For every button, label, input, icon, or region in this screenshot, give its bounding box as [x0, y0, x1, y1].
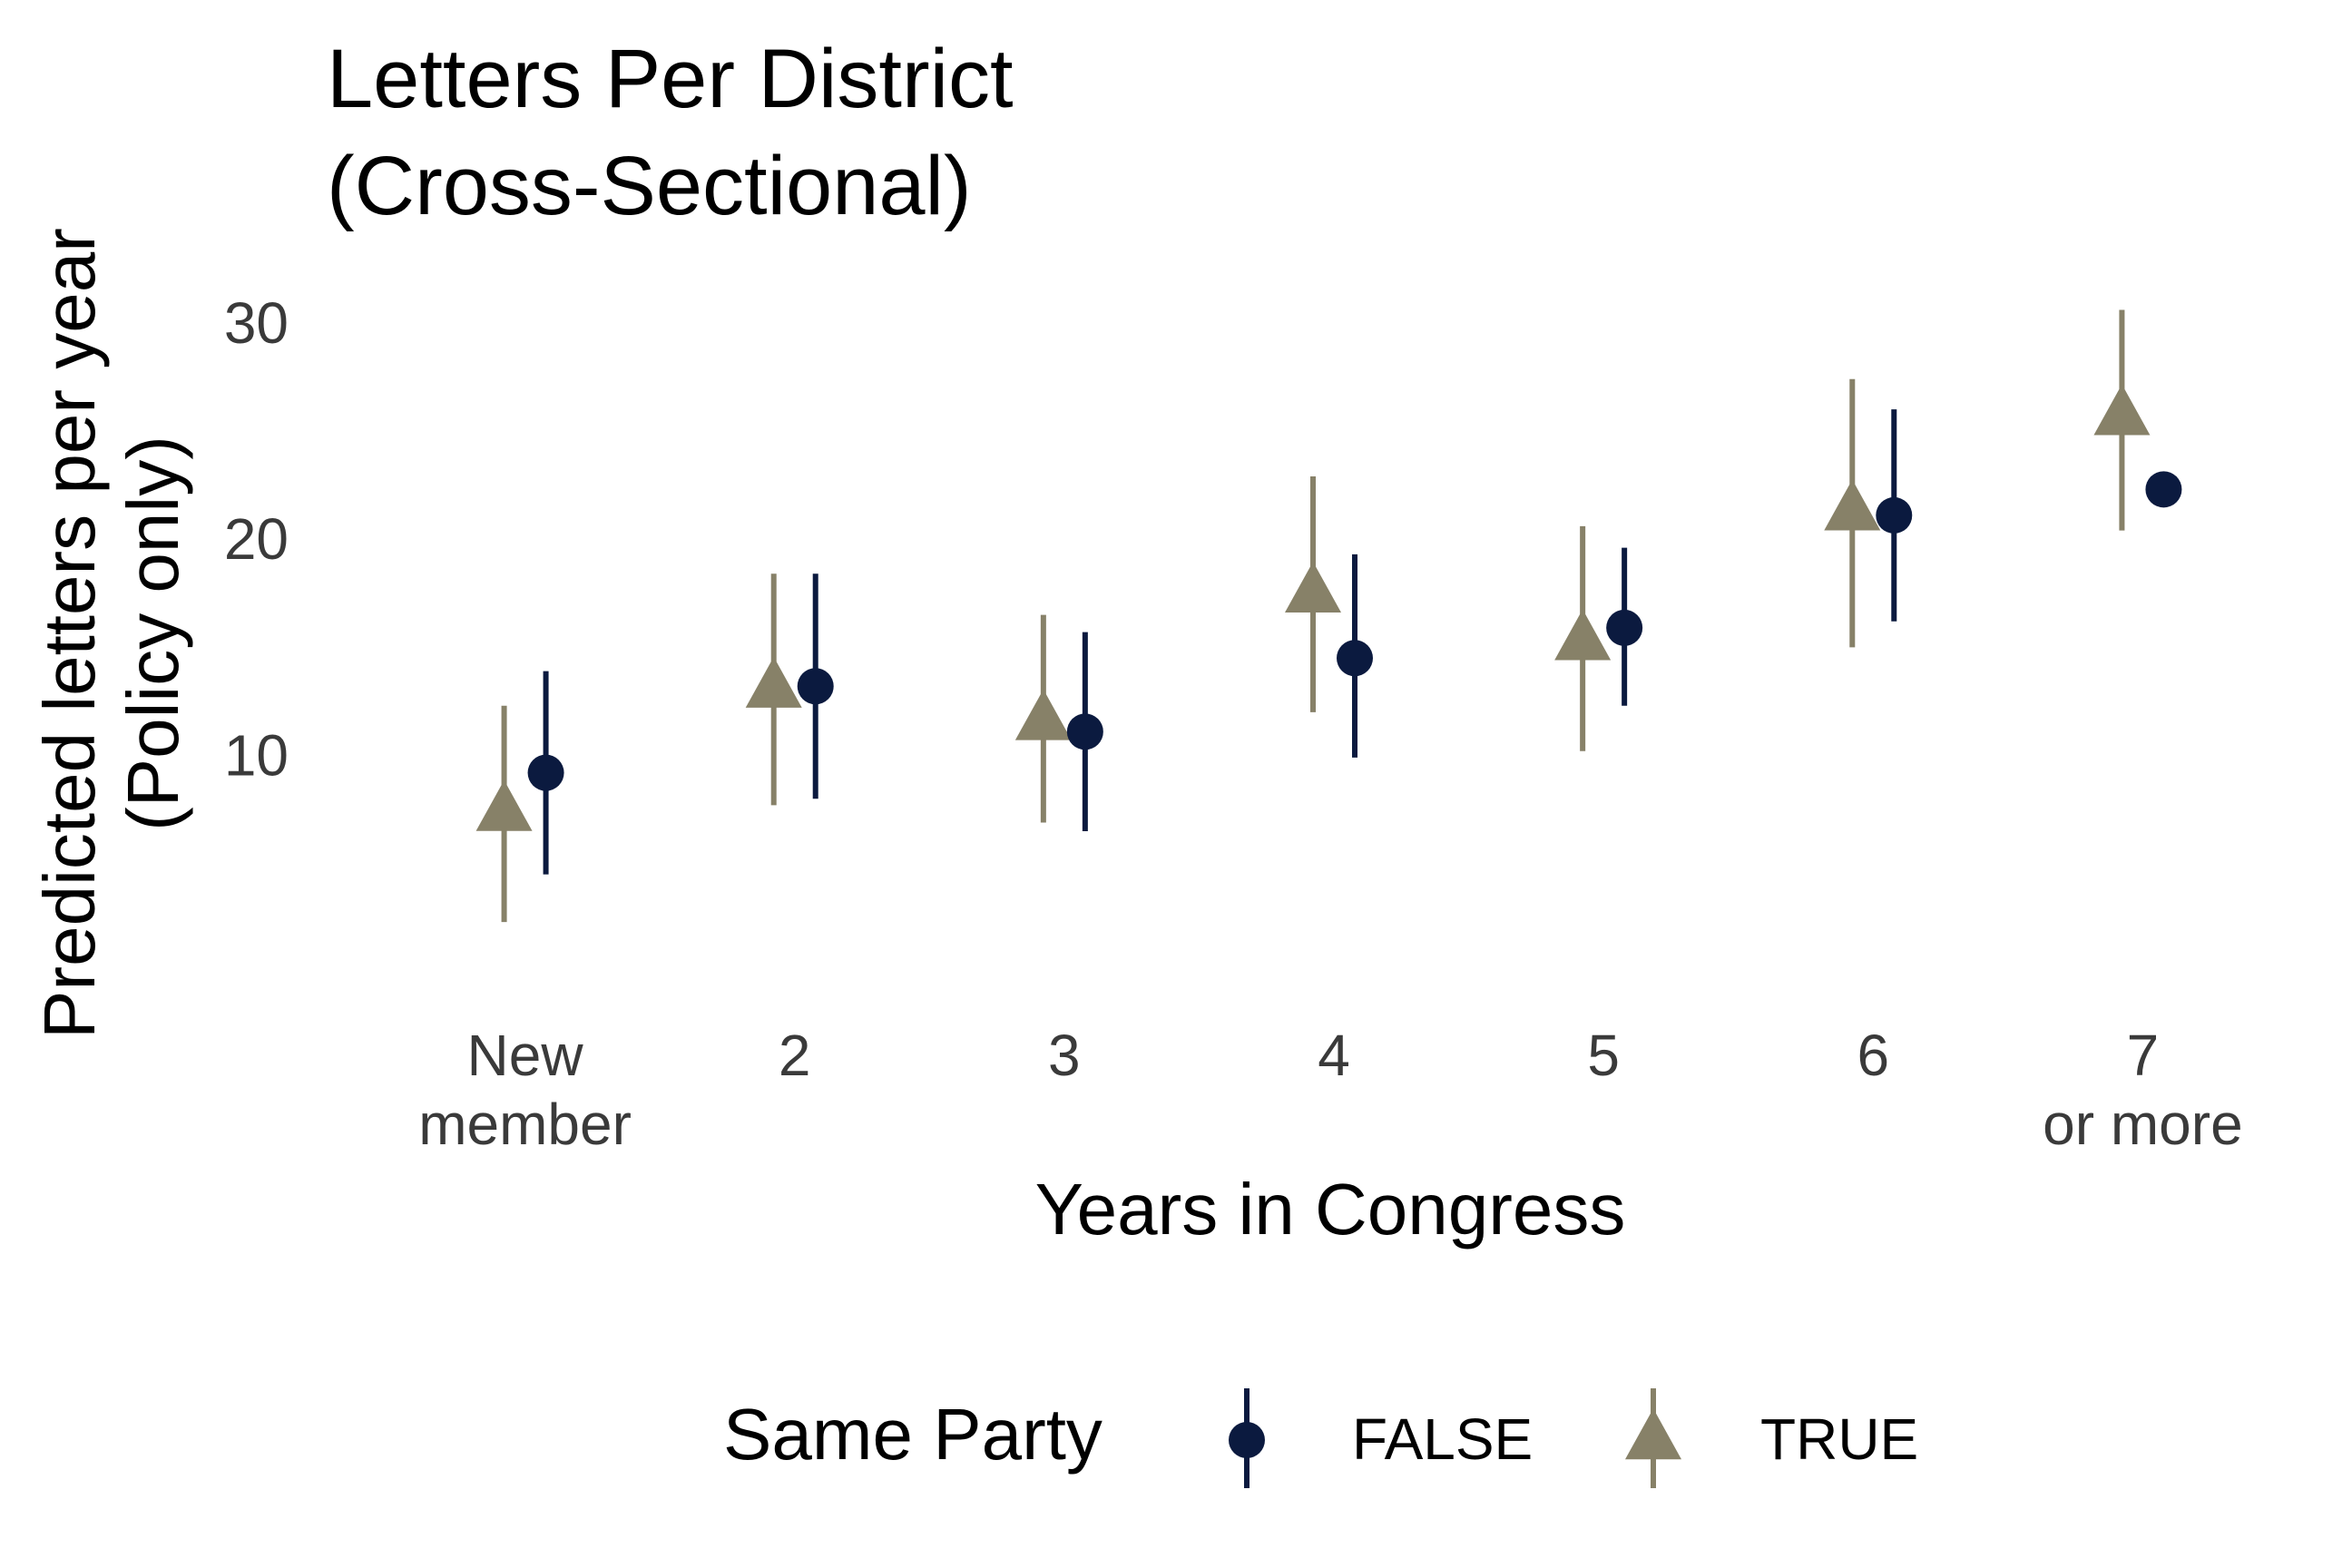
- x-tick-label-line: 6: [1857, 1023, 1889, 1088]
- legend-triangle-icon: [1625, 1408, 1681, 1460]
- y-axis-ticks: 10 20 30: [224, 290, 289, 789]
- x-tick-label-line: 7: [2127, 1023, 2160, 1088]
- data-point: [1876, 496, 1913, 534]
- x-tick-label: 2: [779, 1023, 811, 1088]
- legend-label: FALSE: [1352, 1406, 1533, 1472]
- chart-title: Letters Per District (Cross-Sectional): [327, 33, 1014, 232]
- x-tick-label-line: 4: [1318, 1023, 1350, 1088]
- chart-title-line-2: (Cross-Sectional): [327, 140, 972, 232]
- x-axis-title: Years in Congress: [1035, 1169, 1626, 1250]
- y-axis-title-line-2: (Policy only): [113, 436, 193, 831]
- data-point: [2145, 471, 2182, 508]
- legend-title: Same Party: [723, 1394, 1102, 1475]
- data-point: [527, 754, 564, 791]
- x-tick-label-line: member: [418, 1092, 632, 1157]
- x-tick-label: 5: [1587, 1023, 1620, 1088]
- legend-keys: FALSE TRUE: [1229, 1388, 1918, 1488]
- x-tick-label-line: 2: [779, 1023, 811, 1088]
- legend-label: TRUE: [1760, 1406, 1918, 1472]
- legend: Same Party FALSE TRUE: [723, 1388, 1918, 1488]
- y-axis-title-line-1: Predicted letters per year: [29, 228, 110, 1039]
- x-tick-label: 3: [1048, 1023, 1081, 1088]
- legend-circle-icon: [1229, 1422, 1265, 1458]
- data-point: [1066, 713, 1103, 750]
- y-tick-label: 10: [224, 723, 289, 789]
- data-point: [1554, 609, 1612, 661]
- series-true: [475, 309, 2151, 923]
- data-point: [1285, 562, 1341, 613]
- data-point: [2093, 384, 2151, 436]
- data-point: [475, 779, 533, 831]
- y-axis-title: Predicted letters per year (Policy only): [29, 228, 193, 1039]
- data-point: [745, 656, 802, 708]
- y-tick-label: 20: [224, 506, 289, 572]
- legend-item-false: FALSE: [1229, 1388, 1533, 1488]
- chart-title-line-1: Letters Per District: [327, 33, 1014, 125]
- x-tick-label-line: or more: [2043, 1092, 2243, 1157]
- y-tick-label: 30: [224, 290, 289, 356]
- x-tick-label-line: 5: [1587, 1023, 1620, 1088]
- data-point: [1014, 689, 1072, 740]
- x-tick-label-line: 3: [1048, 1023, 1081, 1088]
- x-tick-label: 7or more: [2043, 1023, 2243, 1157]
- legend-item-true: TRUE: [1625, 1388, 1918, 1488]
- data-point: [1824, 479, 1881, 531]
- x-tick-label: 6: [1857, 1023, 1889, 1088]
- x-tick-label-line: New: [467, 1023, 584, 1088]
- plot-area: [475, 309, 2182, 923]
- x-tick-label: 4: [1318, 1023, 1350, 1088]
- data-point: [1337, 640, 1373, 677]
- series-false: [527, 409, 2182, 875]
- data-point: [1606, 609, 1643, 646]
- data-point: [797, 668, 834, 705]
